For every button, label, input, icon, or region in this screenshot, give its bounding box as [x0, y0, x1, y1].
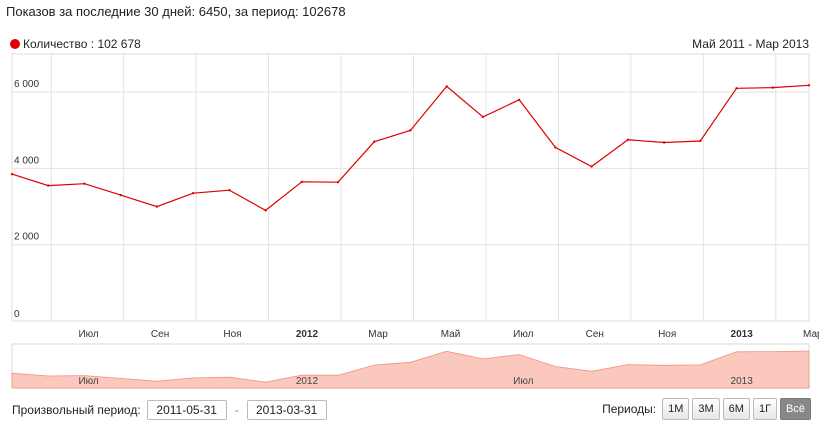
- data-point: [735, 87, 738, 90]
- period-button-6m[interactable]: 6М: [722, 398, 750, 420]
- data-point: [590, 165, 593, 168]
- range-separator: -: [234, 403, 239, 417]
- date-to-input[interactable]: 2013-03-31: [246, 400, 327, 420]
- x-tick-label: Сен: [586, 329, 604, 340]
- y-tick-label: 6 000: [14, 79, 39, 90]
- y-tick-label: 0: [14, 309, 20, 320]
- legend-label: Количество : 102 678: [23, 37, 141, 51]
- legend-marker: [10, 39, 20, 49]
- data-point: [626, 138, 630, 142]
- custom-period-label: Произвольный период:: [12, 403, 141, 417]
- legend[interactable]: Количество : 102 678: [10, 37, 141, 51]
- x-tick-label: Ноя: [658, 329, 676, 340]
- period-button-1y[interactable]: 1Г: [752, 398, 778, 420]
- x-tick-label: Сен: [151, 329, 169, 340]
- data-point: [10, 172, 14, 176]
- x-tick-label: Май: [441, 329, 461, 340]
- data-point: [264, 209, 267, 212]
- data-point: [771, 86, 774, 89]
- custom-period: Произвольный период: 2011-05-31 - 2013-0…: [12, 400, 327, 420]
- x-tick-label: Мар: [368, 329, 388, 340]
- y-tick-label: 4 000: [14, 155, 39, 166]
- data-point: [300, 180, 304, 183]
- x-tick-label: Ноя: [223, 329, 241, 340]
- x-tick-label: 2012: [296, 329, 319, 340]
- data-point: [119, 193, 122, 197]
- x-tick-label: 2013: [731, 329, 754, 340]
- plot-area: [11, 53, 810, 322]
- date-range-label: Май 2011 - Мар 2013: [692, 37, 809, 51]
- data-point: [191, 192, 195, 195]
- data-point: [373, 140, 376, 143]
- navigator-label: 2013: [731, 376, 754, 387]
- data-point: [554, 146, 557, 149]
- y-tick-label: 2 000: [14, 232, 39, 243]
- x-tick-label: Мар: [803, 329, 819, 340]
- data-point: [807, 84, 811, 87]
- data-point: [228, 188, 231, 192]
- navigator-label: Июл: [513, 376, 533, 387]
- data-point: [155, 205, 159, 208]
- period-button-all[interactable]: Всё: [780, 398, 811, 420]
- data-point: [83, 182, 86, 185]
- data-point: [47, 184, 50, 187]
- data-point: [662, 141, 666, 144]
- x-tick-label: Июл: [78, 329, 98, 340]
- line-chart: 0 2 000 4 000 6 000 Июл Сен Ноя 2012 Мар Май Июл Се…: [10, 53, 819, 389]
- periods-label: Периоды:: [602, 402, 657, 416]
- navigator-area: [11, 350, 810, 389]
- date-from-input[interactable]: 2011-05-31: [146, 400, 227, 420]
- data-point: [445, 85, 448, 88]
- data-point: [336, 180, 340, 184]
- page-title: Показов за последние 30 дней: 6450, за п…: [6, 4, 346, 19]
- data-point: [481, 115, 485, 119]
- data-point: [409, 129, 412, 132]
- period-button-1m[interactable]: 1М: [662, 398, 690, 420]
- data-point: [517, 98, 521, 101]
- navigator-label: Июл: [78, 376, 98, 387]
- x-tick-label: Июл: [513, 329, 533, 340]
- data-point: [699, 139, 702, 143]
- period-selector: Периоды: 1М 3М 6М 1Г Всё: [602, 398, 811, 420]
- navigator-label: 2012: [296, 376, 319, 387]
- period-button-3m[interactable]: 3М: [692, 398, 720, 420]
